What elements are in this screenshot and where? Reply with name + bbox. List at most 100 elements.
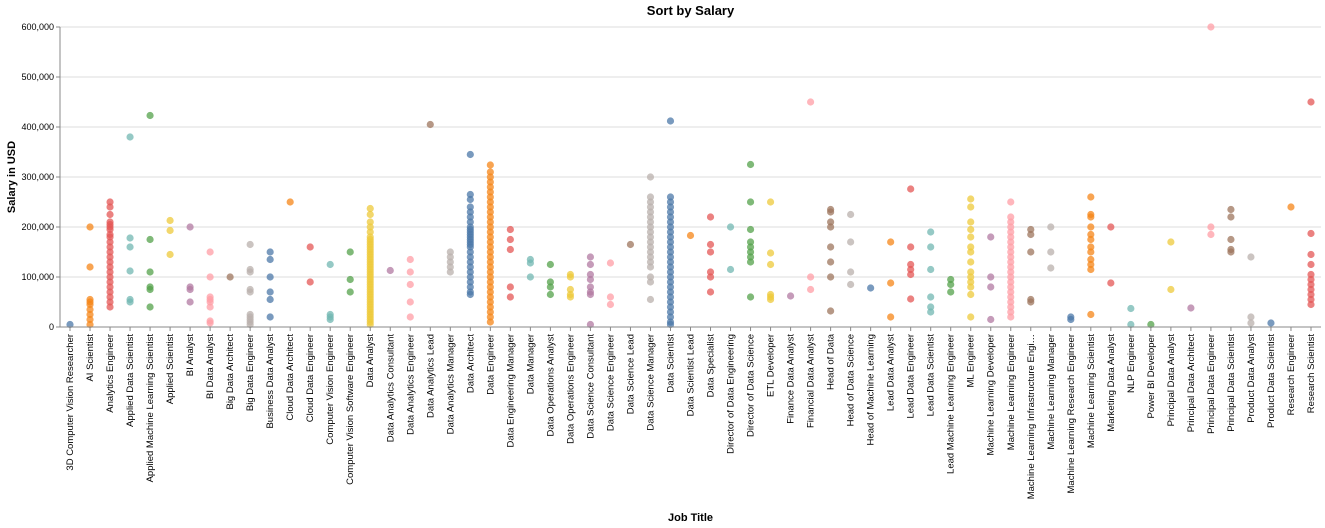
data-point <box>386 266 394 275</box>
data-point <box>326 260 334 269</box>
data-point <box>1307 290 1315 299</box>
data-point <box>166 216 174 225</box>
data-point <box>1087 265 1095 274</box>
data-point <box>486 173 494 181</box>
data-point <box>726 265 735 274</box>
data-point <box>1087 255 1095 264</box>
data-point <box>887 238 895 246</box>
data-point <box>646 203 655 211</box>
data-point <box>366 204 374 213</box>
data-point <box>666 208 675 216</box>
data-point <box>426 120 434 129</box>
data-point <box>246 320 254 329</box>
x-tick-label: Data Operations Analyst <box>545 334 556 437</box>
x-tick-label: Head of Machine Learning <box>866 334 877 445</box>
data-point <box>706 248 715 256</box>
data-point <box>586 270 595 279</box>
data-point <box>847 210 855 219</box>
data-point <box>1087 310 1095 319</box>
data-point <box>126 234 134 242</box>
data-point <box>106 268 114 276</box>
data-point <box>446 263 454 271</box>
data-point <box>1027 230 1035 239</box>
data-point <box>206 248 214 256</box>
x-tick-label: Marketing Data Analyst <box>1106 334 1117 432</box>
data-point <box>446 258 454 266</box>
x-tick-label: BI Analyst <box>185 334 196 377</box>
data-point <box>666 268 675 276</box>
data-points <box>66 23 1315 329</box>
data-point <box>206 298 214 306</box>
data-point <box>486 233 494 241</box>
data-point <box>466 258 474 266</box>
data-point <box>106 233 114 241</box>
x-tick-label: Data Specialist <box>706 334 717 398</box>
data-point <box>486 228 494 236</box>
x-tick-label: Business Data Analyst <box>265 334 276 429</box>
data-point <box>486 243 494 251</box>
data-point <box>1307 280 1315 289</box>
data-point <box>1007 258 1015 266</box>
data-point <box>566 273 575 281</box>
data-point <box>646 213 655 221</box>
data-point <box>827 273 835 281</box>
data-point <box>406 298 414 306</box>
data-point <box>927 293 935 301</box>
data-point <box>1047 223 1055 231</box>
data-point <box>947 280 955 289</box>
data-point <box>406 268 414 276</box>
data-point <box>1007 213 1015 221</box>
x-tick-label: Finance Data Analyst <box>786 334 797 424</box>
data-point <box>646 243 655 251</box>
data-point <box>486 288 494 296</box>
data-point <box>226 273 234 281</box>
x-tick-label: Data Scientist Lead <box>686 334 697 416</box>
y-tick-label: 200,000 <box>21 222 54 232</box>
data-point <box>646 208 655 216</box>
x-tick-label: Data Science Consultant <box>585 334 596 439</box>
data-point <box>486 263 494 271</box>
data-point <box>266 288 274 296</box>
data-point <box>1227 213 1235 221</box>
data-point <box>666 313 675 321</box>
data-point <box>466 253 474 261</box>
data-point <box>506 293 514 301</box>
data-point <box>666 293 675 301</box>
data-point <box>586 260 595 269</box>
data-point <box>106 273 114 281</box>
data-point <box>486 253 494 261</box>
data-point <box>1027 298 1035 306</box>
data-point <box>246 240 254 249</box>
data-point <box>1087 243 1095 251</box>
data-point <box>446 248 454 256</box>
data-point <box>927 308 935 316</box>
data-point <box>486 298 494 306</box>
data-point <box>486 268 494 276</box>
data-point <box>987 315 995 324</box>
data-point <box>486 193 494 201</box>
data-point <box>746 243 755 251</box>
data-point <box>967 258 975 266</box>
data-point <box>666 213 675 221</box>
data-point <box>486 168 494 176</box>
data-point <box>106 225 114 234</box>
data-point <box>126 133 134 141</box>
data-point <box>967 225 975 234</box>
data-point <box>1087 248 1095 256</box>
data-point <box>1047 264 1055 272</box>
data-point <box>566 293 575 301</box>
data-point <box>766 295 775 304</box>
x-axis-title: Job Title <box>668 512 713 524</box>
data-point <box>486 178 494 186</box>
data-point <box>827 243 835 251</box>
x-tick-label: AI Scientist <box>85 334 96 382</box>
data-point <box>446 253 454 261</box>
data-point <box>646 263 655 271</box>
data-point <box>1087 223 1095 231</box>
data-point <box>1247 313 1255 321</box>
x-tick-label: NLP Engineer <box>1126 334 1137 393</box>
data-point <box>947 288 955 296</box>
data-point <box>827 223 835 231</box>
data-point <box>546 260 554 269</box>
data-point <box>967 218 975 226</box>
